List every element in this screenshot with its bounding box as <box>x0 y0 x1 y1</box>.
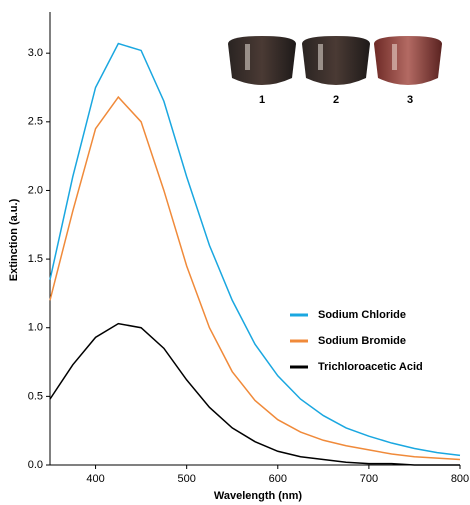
line <box>49 322 460 466</box>
inset-label: 1 <box>259 94 265 106</box>
y-axis-label: Extinction (a.u.) <box>8 198 20 281</box>
x-tick-label: 400 <box>86 473 104 485</box>
inset-label: 3 <box>407 94 413 106</box>
line <box>49 95 461 461</box>
line <box>49 42 461 457</box>
legend-label: Trichloroacetic Acid <box>318 361 423 373</box>
y-tick-label: 1.0 <box>28 322 43 334</box>
x-axis-label: Wavelength (nm) <box>214 490 303 502</box>
y-tick-label: 2.5 <box>28 116 43 128</box>
x-tick-label: 700 <box>360 473 378 485</box>
legend-label: Sodium Bromide <box>318 335 406 347</box>
y-tick-label: 2.0 <box>28 184 43 196</box>
inset-photo <box>228 36 442 85</box>
inset-label: 2 <box>333 94 339 106</box>
y-tick-label: 0.5 <box>28 390 43 402</box>
x-tick-label: 600 <box>269 473 287 485</box>
legend-label: Sodium Chloride <box>318 309 406 321</box>
x-tick-label: 800 <box>451 473 469 485</box>
y-tick-label: 1.5 <box>28 253 43 265</box>
y-tick-label: 0.0 <box>28 459 43 471</box>
y-tick-label: 3.0 <box>28 47 43 59</box>
x-tick-label: 500 <box>177 473 195 485</box>
